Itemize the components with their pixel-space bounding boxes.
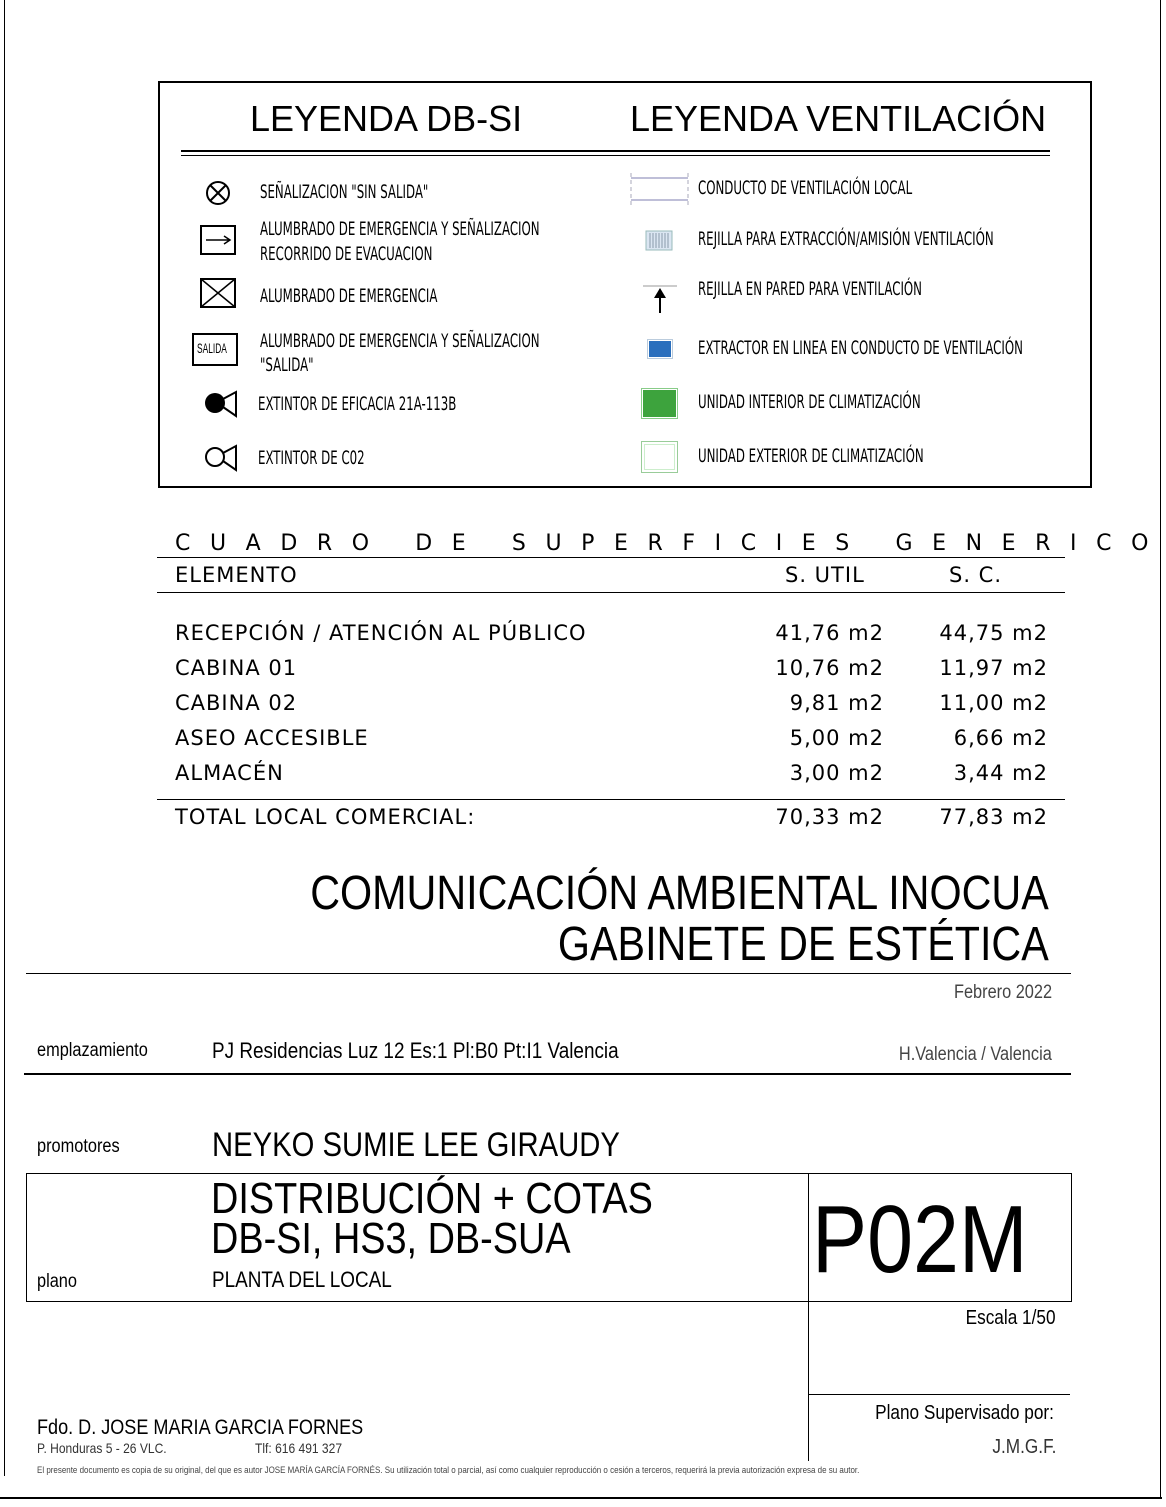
frame-left <box>4 0 5 1476</box>
plano-code: P02M <box>812 1186 1028 1293</box>
grille-icon <box>645 230 673 251</box>
row-s-util: 3,00 m2 <box>789 761 884 785</box>
promotores-value: NEYKO SUMIE LEE GIRAUDY <box>212 1126 620 1164</box>
surfaces-title: CUADRO DE SUPERFICIES GENERICO <box>175 531 1166 556</box>
legend-dbsi-label: SEÑALIZACION "SIN SALIDA" <box>260 181 429 203</box>
legend-dbsi-label: ALUMBRADO DE EMERGENCIA <box>260 285 438 307</box>
salida-box-icon: SALIDA <box>192 333 238 366</box>
total-util: 70,33 m2 <box>775 805 884 829</box>
emplazamiento-label: emplazamiento <box>37 1040 148 1061</box>
table-rule <box>157 592 1065 593</box>
duct-icon <box>630 173 689 207</box>
phone: Tlf: 616 491 327 <box>255 1440 343 1456</box>
header-s-util: S. UTIL <box>785 563 865 587</box>
legend-dbsi-label: ALUMBRADO DE EMERGENCIA Y SEÑALIZACION <box>260 218 540 240</box>
row-s-c: 11,00 m2 <box>939 691 1048 715</box>
inline-extractor-fill <box>649 341 671 357</box>
signed-by: Fdo. D. JOSE MARIA GARCIA FORNES <box>37 1416 364 1439</box>
salida-icon-text: SALIDA <box>197 340 227 356</box>
plano-title-line2: DB-SI, HS3, DB-SUA <box>211 1214 571 1263</box>
extinguisher-outline-icon <box>205 444 237 472</box>
header-s-c: S. C. <box>949 563 1003 587</box>
legend-dbsi-title: LEYENDA DB-SI <box>250 98 523 139</box>
legend-dbsi-label: EXTINTOR DE C02 <box>258 447 365 469</box>
extinguisher-filled-icon <box>205 390 237 418</box>
legend-vent-label: EXTRACTOR EN LINEA EN CONDUCTO DE VENTIL… <box>698 337 1023 359</box>
arrow-box-icon <box>200 225 236 255</box>
address: P. Honduras 5 - 26 VLC. <box>37 1440 167 1456</box>
indoor-unit-fill <box>643 390 676 417</box>
scale: Escala 1/50 <box>966 1307 1056 1329</box>
supervised-by-label: Plano Supervisado por: <box>875 1402 1054 1424</box>
plano-subtitle: PLANTA DEL LOCAL <box>212 1267 392 1292</box>
row-s-c: 6,66 m2 <box>953 726 1048 750</box>
title-rule <box>26 973 1071 974</box>
row-s-util: 9,81 m2 <box>789 691 884 715</box>
legend-dbsi-label: RECORRIDO DE EVACUACION <box>260 243 433 265</box>
supervisor-initials: J.M.G.F. <box>991 1436 1056 1458</box>
circle-x-icon <box>206 181 230 205</box>
plano-title-line1: DISTRIBUCIÓN + COTAS <box>211 1174 653 1223</box>
row-s-util: 5,00 m2 <box>789 726 884 750</box>
indoor-unit-icon <box>641 388 678 419</box>
frame-bottom <box>0 1497 1162 1499</box>
total-label: TOTAL LOCAL COMERCIAL: <box>175 805 476 829</box>
project-title-line2: GABINETE DE ESTÉTICA <box>558 918 1049 971</box>
x-box-icon <box>200 278 236 308</box>
location: H.Valencia / Valencia <box>899 1044 1052 1065</box>
row-name: CABINA 02 <box>175 691 298 715</box>
row-name: ALMACÉN <box>175 761 284 785</box>
legend-dbsi-label: ALUMBRADO DE EMERGENCIA Y SEÑALIZACION <box>260 330 540 352</box>
legend-vent-label: UNIDAD INTERIOR DE CLIMATIZACIÓN <box>698 391 921 413</box>
table-rule <box>157 557 1065 558</box>
row-s-c: 3,44 m2 <box>953 761 1048 785</box>
legend-divider <box>181 155 1050 156</box>
legend-dbsi-label: "SALIDA" <box>260 354 314 376</box>
inline-extractor-icon <box>647 339 673 359</box>
title-rule <box>808 1394 1070 1395</box>
legend-vent-label: CONDUCTO DE VENTILACIÓN LOCAL <box>698 177 913 199</box>
legend-vent-label: REJILLA PARA EXTRACCIÓN/AMISIÓN VENTILAC… <box>698 228 994 250</box>
legend-box <box>158 81 1092 488</box>
promotores-label: promotores <box>37 1136 120 1157</box>
title-rule <box>24 1073 1071 1075</box>
row-s-c: 44,75 m2 <box>939 621 1048 645</box>
outdoor-unit-icon <box>641 441 678 473</box>
legend-vent-label: REJILLA EN PARED PARA VENTILACIÓN <box>698 278 923 300</box>
project-title-line1: COMUNICACIÓN AMBIENTAL INOCUA <box>310 867 1049 920</box>
legend-vent-title: LEYENDA VENTILACIÓN <box>630 98 1047 139</box>
date: Febrero 2022 <box>953 982 1052 1003</box>
row-name: RECEPCIÓN / ATENCIÓN AL PÚBLICO <box>175 621 587 645</box>
emplazamiento-value: PJ Residencias Luz 12 Es:1 Pl:B0 Pt:I1 V… <box>212 1038 619 1063</box>
row-name: ASEO ACCESIBLE <box>175 726 369 750</box>
legend-dbsi-label: EXTINTOR DE EFICACIA 21A-113B <box>258 393 457 415</box>
frame-right <box>1160 0 1161 1498</box>
plano-box <box>26 1173 1072 1302</box>
legend-divider <box>181 150 1050 152</box>
header-elemento: ELEMENTO <box>175 563 298 587</box>
table-rule <box>157 799 1065 800</box>
disclaimer: El presente documento es copia de su ori… <box>37 1465 860 1476</box>
row-s-c: 11,97 m2 <box>939 656 1048 680</box>
wall-grille-arrow-icon <box>643 285 677 313</box>
title-vertical-rule <box>808 1173 809 1461</box>
legend-vent-label: UNIDAD EXTERIOR DE CLIMATIZACIÓN <box>698 445 924 467</box>
plano-label: plano <box>37 1271 77 1292</box>
row-name: CABINA 01 <box>175 656 298 680</box>
row-s-util: 10,76 m2 <box>775 656 884 680</box>
row-s-util: 41,76 m2 <box>775 621 884 645</box>
total-sc: 77,83 m2 <box>939 805 1048 829</box>
